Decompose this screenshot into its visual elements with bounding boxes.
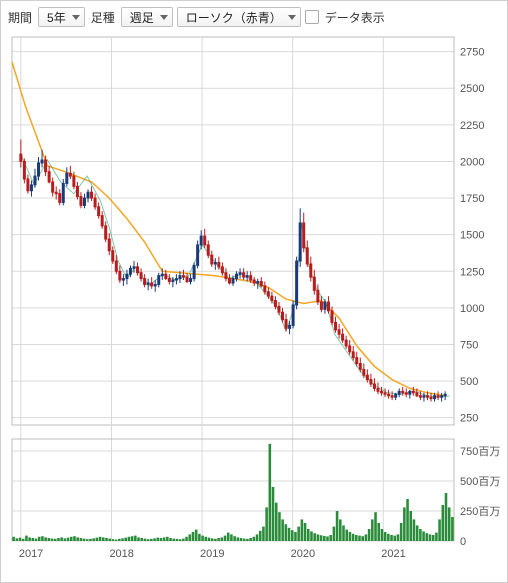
svg-text:2250: 2250 bbox=[460, 120, 484, 132]
interval-dropdown[interactable]: 週足 bbox=[121, 7, 173, 27]
chevron-down-icon bbox=[288, 15, 296, 20]
data-display-label: データ表示 bbox=[323, 9, 387, 26]
svg-text:2020: 2020 bbox=[291, 548, 315, 560]
style-dropdown[interactable]: ローソク（赤青） bbox=[177, 7, 301, 27]
svg-text:500: 500 bbox=[460, 376, 478, 388]
period-dropdown[interactable]: 5年 bbox=[38, 7, 85, 27]
period-label: 期間 bbox=[6, 9, 34, 26]
interval-label: 足種 bbox=[89, 9, 117, 26]
svg-text:2019: 2019 bbox=[200, 548, 224, 560]
svg-text:250百万: 250百万 bbox=[460, 506, 500, 518]
chevron-down-icon bbox=[72, 15, 80, 20]
svg-text:2500: 2500 bbox=[460, 83, 484, 95]
chart-svg: 250 500 750 1000 1250 1500 1750 2000 2250 2500 275… bbox=[6, 31, 502, 576]
svg-text:750百万: 750百万 bbox=[460, 446, 500, 458]
svg-text:2750: 2750 bbox=[460, 47, 484, 59]
svg-text:1500: 1500 bbox=[460, 230, 484, 242]
svg-text:250: 250 bbox=[460, 413, 478, 425]
svg-text:2018: 2018 bbox=[109, 548, 133, 560]
period-value: 5年 bbox=[47, 9, 66, 26]
svg-text:1250: 1250 bbox=[460, 266, 484, 278]
svg-text:500百万: 500百万 bbox=[460, 476, 500, 488]
svg-text:1000: 1000 bbox=[460, 303, 484, 315]
svg-text:2000: 2000 bbox=[460, 156, 484, 168]
svg-text:750: 750 bbox=[460, 339, 478, 351]
svg-text:2017: 2017 bbox=[19, 548, 43, 560]
chart-toolbar: 期間 5年 足種 週足 ローソク（赤青） データ表示 bbox=[6, 5, 502, 29]
svg-text:2021: 2021 bbox=[381, 548, 405, 560]
svg-text:1750: 1750 bbox=[460, 193, 484, 205]
chart-area: 250 500 750 1000 1250 1500 1750 2000 2250 2500 275… bbox=[6, 31, 502, 576]
data-display-checkbox[interactable] bbox=[305, 10, 319, 24]
interval-value: 週足 bbox=[130, 9, 154, 26]
svg-text:0: 0 bbox=[460, 536, 466, 548]
style-value: ローソク（赤青） bbox=[186, 9, 282, 26]
chevron-down-icon bbox=[160, 15, 168, 20]
